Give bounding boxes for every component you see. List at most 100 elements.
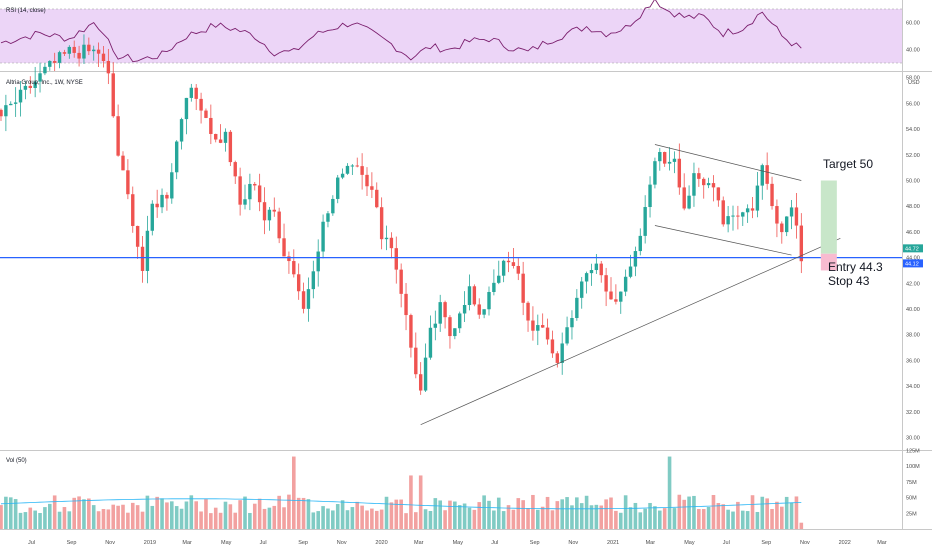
candle-body	[492, 282, 496, 292]
volume-bar	[389, 502, 394, 529]
volume-bar	[292, 456, 296, 529]
candle-body	[360, 166, 364, 175]
volume-bar	[340, 500, 345, 529]
volume-bar	[565, 497, 569, 529]
volume-bar	[262, 508, 267, 529]
candle-body	[628, 266, 633, 277]
volume-bar	[667, 456, 672, 529]
volume-bar	[560, 499, 564, 529]
volume-bar	[409, 475, 413, 529]
price-tick-label: 56.00	[906, 101, 920, 107]
x-tick-label: Sep	[67, 540, 77, 546]
volume-bar	[4, 496, 8, 529]
volume-bar	[716, 503, 721, 529]
candle-body	[121, 155, 125, 171]
volume-bar	[394, 499, 399, 529]
candle-body	[331, 198, 335, 214]
volume-bar	[570, 505, 574, 529]
candle-body	[418, 374, 423, 391]
candle-body	[662, 152, 667, 164]
candle-body	[706, 183, 711, 186]
volume-bar	[726, 509, 730, 529]
volume-bar	[155, 496, 159, 529]
candle-body	[43, 66, 47, 74]
candle-body	[326, 213, 330, 222]
candle-body	[253, 183, 257, 186]
price-tick-label: 42.00	[906, 281, 920, 287]
candle-body	[623, 276, 628, 292]
candle-body	[38, 73, 42, 82]
volume-bar	[531, 494, 535, 529]
candle-body	[575, 297, 579, 319]
candle-body	[77, 52, 81, 59]
volume-bar	[365, 510, 369, 529]
candle-body	[780, 223, 784, 233]
candle-body	[658, 152, 662, 162]
volume-bar	[487, 500, 491, 529]
candle-body	[248, 183, 252, 200]
volume-bar	[233, 512, 238, 529]
volume-bar	[506, 505, 511, 529]
volume-bar	[379, 509, 384, 529]
candle-body	[82, 44, 86, 59]
candle-body	[443, 302, 447, 318]
candle-body	[145, 230, 150, 271]
volume-bar	[760, 496, 765, 529]
volume-bar	[130, 502, 135, 529]
stop-annotation: Stop 43	[828, 274, 870, 288]
volume-bar	[511, 509, 516, 529]
volume-bar	[82, 499, 86, 529]
candle-body	[267, 209, 272, 221]
volume-bar	[287, 494, 291, 529]
volume-bar	[126, 512, 130, 529]
volume-bar	[87, 498, 91, 529]
volume-bar	[0, 505, 3, 529]
candle-body	[653, 161, 657, 185]
candle-body	[750, 208, 755, 211]
volume-bar	[540, 506, 545, 529]
volume-bar	[648, 502, 652, 529]
candle-body	[62, 52, 67, 54]
volume-bar	[643, 508, 647, 529]
x-tick-label: 2021	[607, 540, 619, 546]
volume-bar	[599, 505, 604, 529]
channel-upper-line	[654, 144, 802, 181]
candle-body	[667, 161, 672, 164]
price-tick-label: 54.00	[906, 127, 920, 133]
candle-body	[448, 317, 452, 337]
candle-body	[350, 165, 355, 167]
candle-body	[458, 313, 462, 329]
volume-bar	[360, 505, 364, 529]
volume-bar	[575, 497, 579, 529]
candle-body	[52, 61, 57, 63]
candle-body	[13, 102, 18, 104]
candle-body	[384, 237, 389, 240]
candle-body	[604, 275, 608, 292]
candle-body	[140, 246, 145, 271]
x-tick-label: 2022	[839, 540, 851, 546]
volume-bar	[91, 505, 96, 529]
volume-bar	[106, 509, 111, 529]
volume-bar	[96, 511, 101, 529]
volume-bar	[711, 494, 716, 529]
rsi-line	[0, 0, 802, 63]
x-tick-label: Nov	[105, 540, 115, 546]
volume-bar	[677, 494, 682, 529]
x-tick-label: Sep	[761, 540, 771, 546]
candle-body	[67, 46, 72, 54]
price-tick-label: 44.00	[906, 256, 920, 262]
volume-bar	[374, 510, 379, 529]
price-tick-label: 34.00	[906, 384, 920, 390]
volume-bar	[492, 510, 496, 529]
volume-bar	[204, 499, 208, 529]
volume-bar	[672, 508, 677, 529]
volume-bar	[545, 496, 550, 529]
volume-bar	[48, 503, 52, 529]
candle-body	[204, 110, 208, 118]
candle-body	[228, 131, 233, 163]
volume-bar	[282, 507, 286, 529]
volume-bar	[194, 501, 198, 529]
candle-body	[526, 302, 530, 321]
volume-bar	[794, 496, 799, 529]
candle-body	[565, 327, 569, 344]
